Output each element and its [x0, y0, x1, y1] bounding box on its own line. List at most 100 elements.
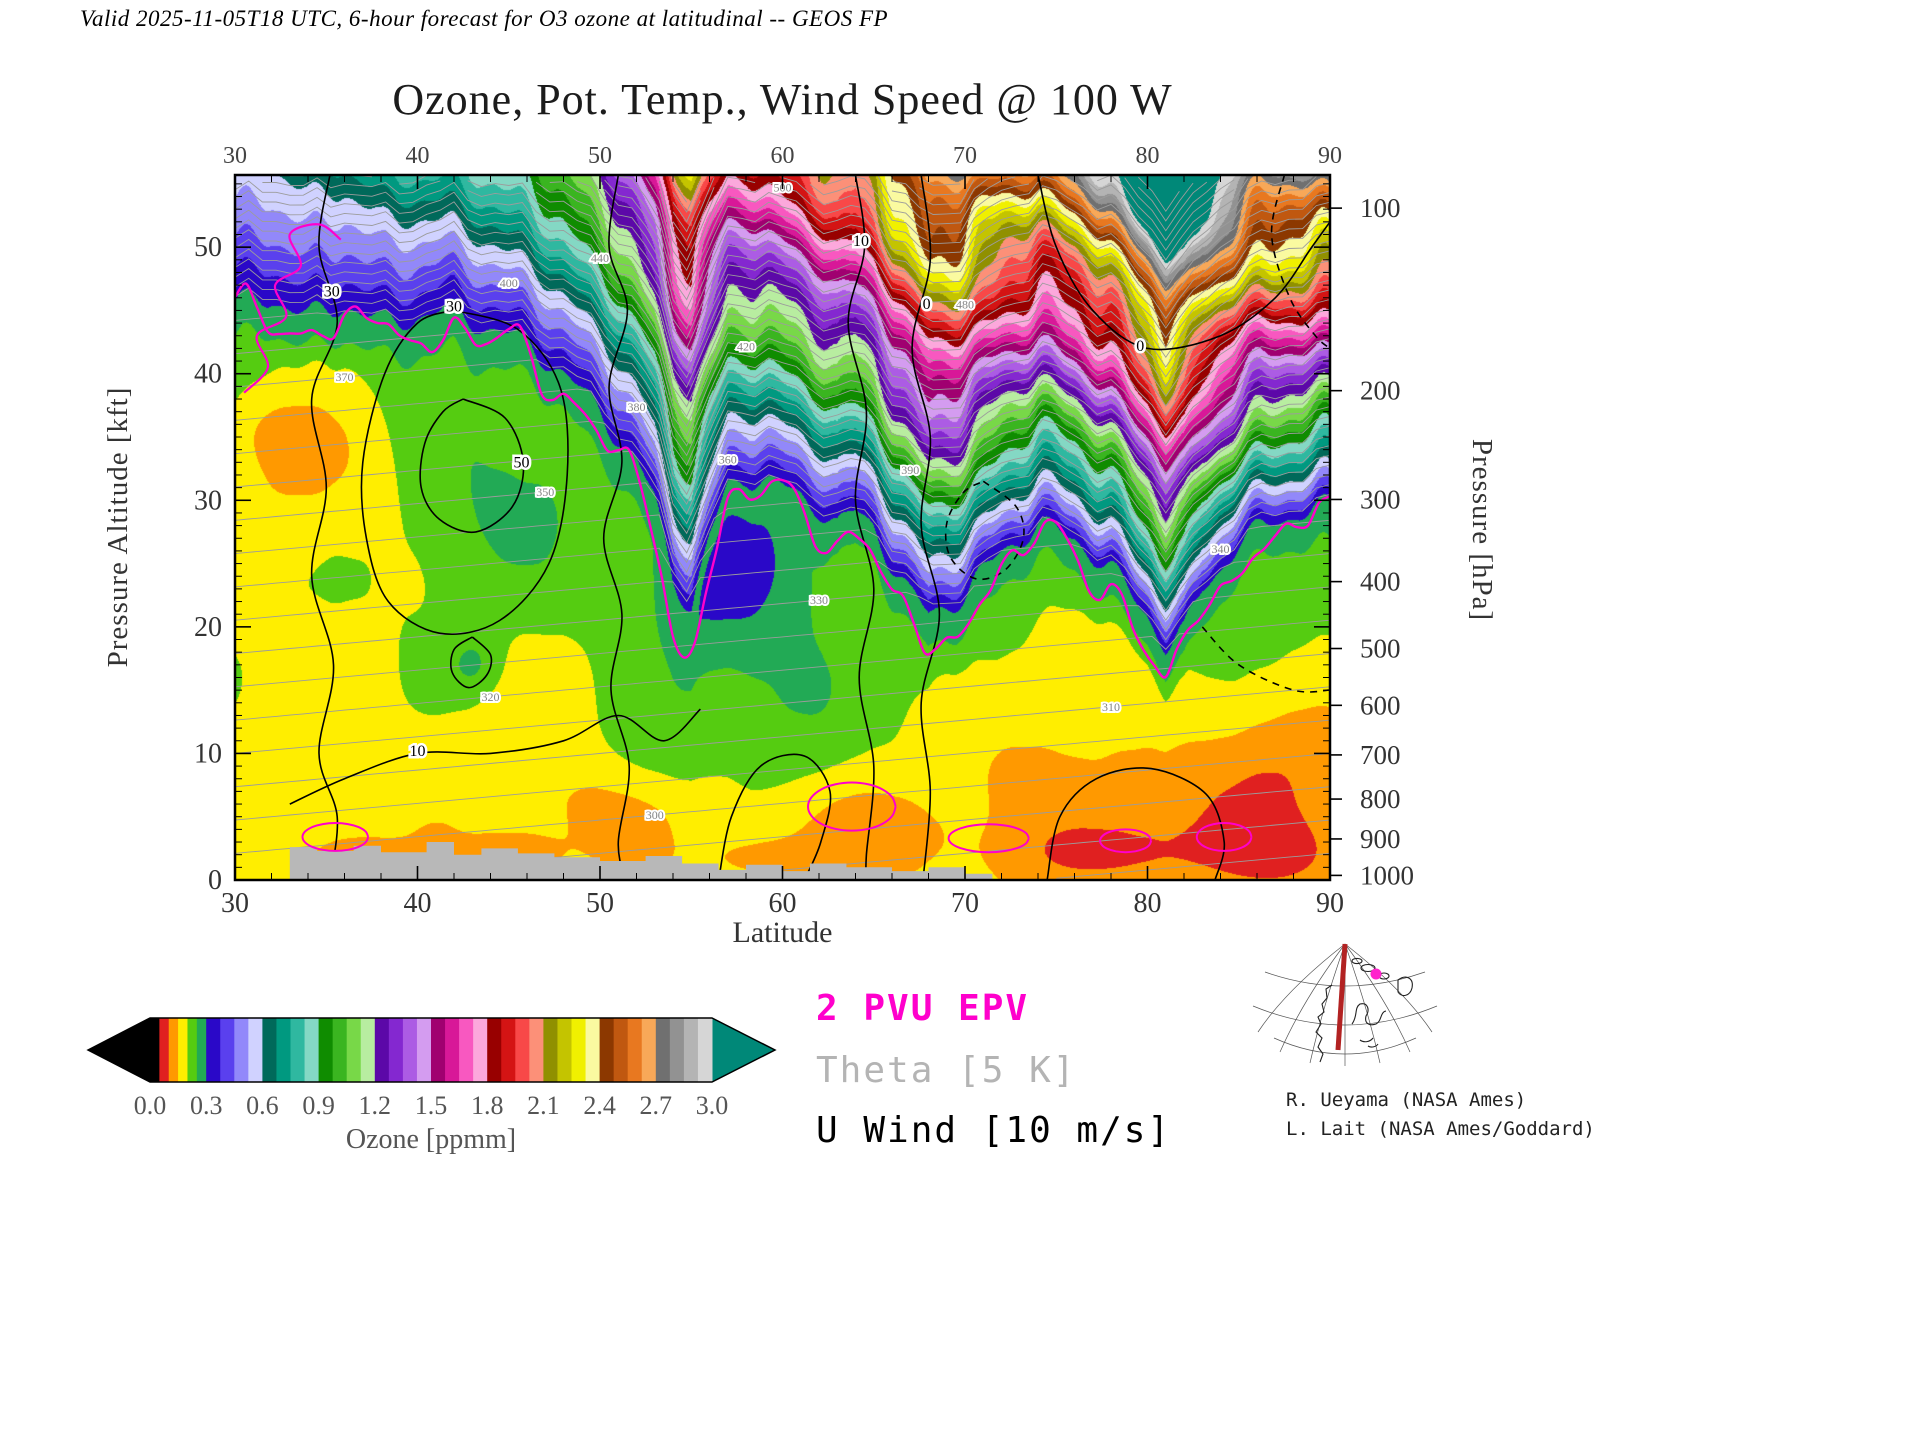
y-left-tick-label: 50 — [194, 232, 222, 263]
theta-contour — [234, 277, 1331, 514]
colorbar-tick-label: 2.4 — [583, 1091, 616, 1120]
colorbar-segment — [599, 1018, 615, 1082]
colorbar-segment — [332, 1018, 348, 1082]
theta-contour — [672, 174, 1221, 242]
theta-contour-label: 390 — [901, 463, 919, 477]
uwind-contour — [1201, 626, 1331, 693]
theta-contour — [234, 268, 1331, 505]
uwind-contour-label: 50 — [514, 454, 530, 471]
credit-line-1: R. Ueyama (NASA Ames) — [1286, 1089, 1527, 1111]
theta-contour — [618, 175, 1331, 310]
uwind-contour-label: 10 — [410, 743, 426, 760]
inset-100w-line — [1335, 943, 1348, 1051]
theta-contour-label: 400 — [500, 276, 518, 290]
colorbar-tick-label: 1.8 — [471, 1091, 504, 1120]
colorbar-segment — [220, 1018, 235, 1082]
theta-contour — [577, 181, 1331, 358]
y-left-axis-title: Pressure Altitude [kft] — [102, 387, 134, 668]
uwind-contour — [360, 309, 569, 636]
theta-contour — [1056, 852, 1331, 879]
theta-contour — [234, 420, 1331, 573]
x-top-tick-label: 30 — [223, 143, 247, 169]
colorbar-segment — [290, 1018, 306, 1082]
uwind-contour-label: 0 — [923, 296, 931, 313]
inset-meridian — [1279, 943, 1346, 1053]
inset-parallel — [1252, 1005, 1438, 1026]
colorbar-tick-label: 2.1 — [527, 1091, 560, 1120]
theta-contour — [590, 176, 1331, 349]
theta-contour — [234, 752, 1331, 854]
theta-contour — [672, 176, 1235, 251]
theta-contour — [234, 238, 1331, 475]
inset-meridian — [1344, 943, 1381, 1064]
uwind-contours-group: 30 30 50 10 10 0 0 — [289, 174, 1331, 881]
legend-epv: 2 PVU EPV — [816, 988, 1030, 1029]
theta-contour-label: 310 — [1102, 700, 1120, 714]
epv-2pvu-branch — [243, 223, 342, 394]
colorbar-segment — [187, 1018, 198, 1082]
colorbar-segment — [627, 1018, 643, 1082]
y-right-tick-label: 300 — [1360, 484, 1401, 514]
colorbar-tick-label: 0.9 — [302, 1091, 335, 1120]
colorbar-segment — [585, 1018, 601, 1082]
colorbar-segment — [346, 1018, 362, 1082]
inset-parallel — [1273, 1037, 1417, 1055]
legend-theta: Theta [5 K] — [816, 1050, 1077, 1091]
theta-contour — [234, 180, 1331, 417]
theta-contour — [234, 229, 1331, 466]
x-top-tick-label: 90 — [1318, 143, 1342, 169]
theta-contour — [672, 177, 1208, 232]
inset-coast-hudson — [1351, 1003, 1387, 1026]
colorbar-outline — [86, 1017, 777, 1083]
theta-contours-group: 3003103203303403503603703803904004204404… — [234, 174, 1331, 880]
theta-contour — [234, 287, 1331, 524]
x-bottom-tick-label: 30 — [221, 888, 249, 919]
uwind-contour-label: 0 — [1136, 338, 1144, 355]
inset-greenland — [1397, 976, 1413, 997]
theta-contour — [234, 299, 1331, 534]
colorbar-segment — [557, 1018, 572, 1082]
theta-contour — [234, 653, 1331, 754]
colorbar-segment — [234, 1018, 249, 1082]
theta-contour — [234, 586, 1331, 688]
colorbar-segment — [388, 1018, 404, 1082]
theta-contour-label: 480 — [956, 298, 974, 312]
colorbar-segment — [206, 1018, 221, 1082]
colorbar-segment — [529, 1018, 544, 1082]
epv-2pvu-main — [233, 282, 1331, 679]
colorbar-segment — [613, 1018, 629, 1082]
credit-line-2: L. Lait (NASA Ames/Goddard) — [1286, 1118, 1595, 1141]
theta-contour — [919, 176, 1180, 213]
theta-contour-label: 330 — [810, 593, 828, 607]
colorbar-segment — [655, 1018, 671, 1082]
epv-2pvu-loop — [806, 781, 897, 832]
inset-location-dot — [1370, 968, 1382, 980]
theta-contour — [234, 719, 1331, 821]
uwind-contour-label: 10 — [853, 233, 869, 250]
inset-arctic-island — [1360, 963, 1376, 973]
colorbar-tick-label: 1.5 — [415, 1091, 448, 1120]
theta-contour — [672, 177, 1235, 261]
plot-frame — [233, 173, 1332, 882]
colorbar-segment — [248, 1018, 263, 1082]
y-right-tick-label: 1000 — [1360, 860, 1414, 890]
theta-contour-label: 440 — [591, 251, 609, 265]
uwind-contour-label: 30 — [324, 283, 340, 300]
colorbar-segment — [669, 1018, 685, 1082]
theta-contour — [234, 219, 1331, 456]
theta-contour — [645, 176, 1317, 290]
y-right-tick-label: 400 — [1360, 567, 1401, 597]
colorbar-segment — [150, 1018, 160, 1082]
x-top-tick-label: 40 — [406, 143, 430, 169]
credits: R. Ueyama (NASA Ames) L. Lait (NASA Ames… — [1286, 1086, 1595, 1145]
x-bottom-tick-label: 60 — [769, 888, 797, 919]
epv-contours-group — [233, 223, 1331, 854]
legend-uwind: U Wind [10 m/s] — [816, 1110, 1172, 1151]
theta-contour — [658, 175, 1249, 271]
y-right-tick-label: 800 — [1360, 784, 1401, 814]
colorbar-segment — [487, 1018, 502, 1082]
uwind-contour — [1270, 174, 1331, 350]
x-bottom-tick-label: 50 — [586, 888, 614, 919]
